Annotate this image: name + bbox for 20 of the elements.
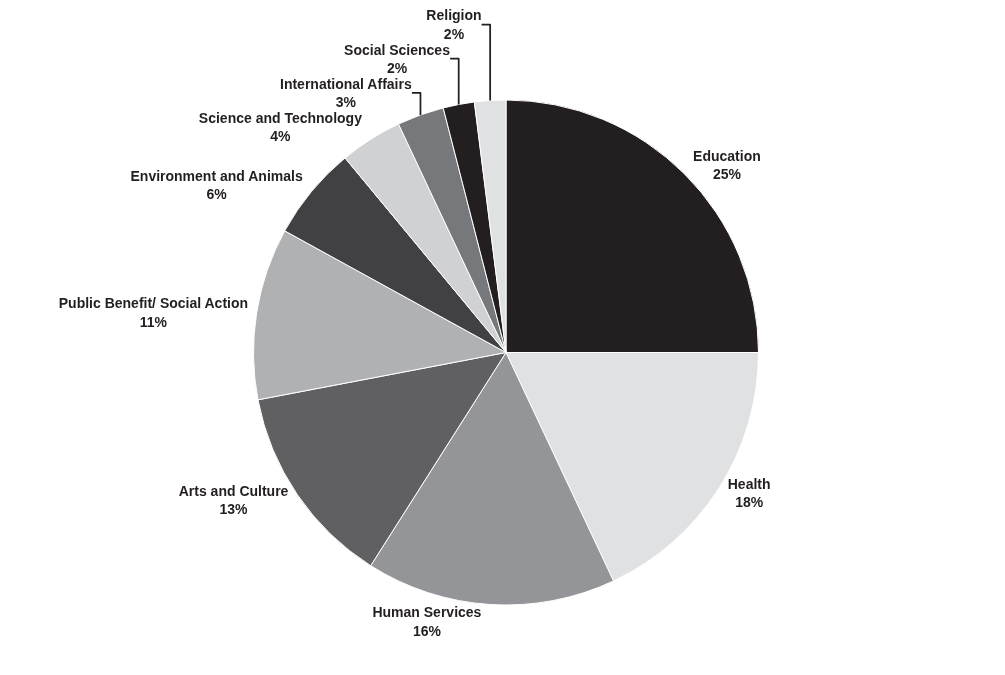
data-label: 3%: [335, 94, 357, 111]
slice-label: Human Services: [372, 604, 482, 621]
slice-label: Public Benefit/ Social Action: [58, 295, 249, 312]
slice-label: Arts and Culture: [178, 482, 289, 499]
slice-label: Science and Technology: [198, 110, 363, 127]
slice-label: Religion: [426, 7, 482, 24]
slice-label: Education: [693, 148, 761, 165]
data-label: 18%: [735, 493, 764, 510]
data-label: 2%: [386, 59, 408, 76]
slice-label: Health: [727, 475, 771, 492]
slice-label: Social Sciences: [344, 41, 451, 58]
slice-label: International Affairs: [279, 75, 412, 92]
data-label: 16%: [412, 622, 442, 639]
data-label: 25%: [712, 166, 742, 183]
data-label: 6%: [206, 185, 228, 202]
data-label: 4%: [270, 128, 292, 145]
data-label: 13%: [219, 500, 249, 517]
data-label: 11%: [139, 313, 168, 330]
slice-label: Environment and Animals: [130, 167, 303, 184]
data-label: 2%: [443, 25, 465, 42]
